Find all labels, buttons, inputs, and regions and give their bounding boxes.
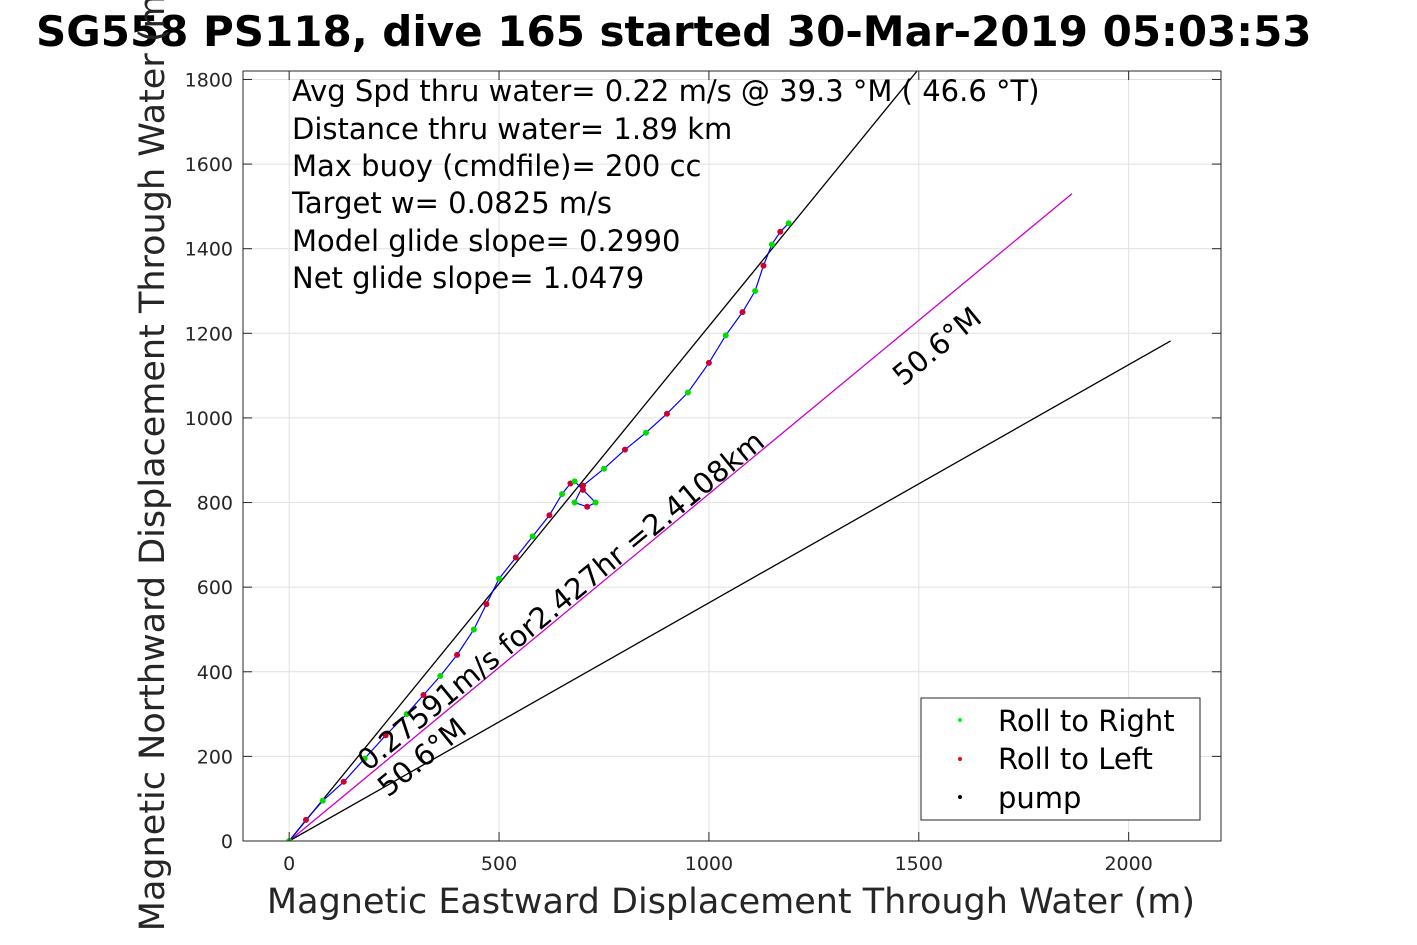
y-tick-label: 1600 (185, 154, 233, 176)
target-line (288, 193, 1073, 841)
track-point (571, 499, 578, 506)
track-point (739, 309, 746, 316)
x-axis-label: Magnetic Eastward Displacement Through W… (267, 882, 1195, 922)
legend-marker-roll-right (958, 718, 962, 722)
track-point (529, 533, 536, 540)
track-point (470, 626, 477, 633)
track-point (420, 692, 427, 699)
legend-label-roll-right: Roll to Right (998, 704, 1175, 738)
annotation-line: Max buoy (cmdfile)= 200 cc (292, 149, 701, 183)
track-point (496, 575, 503, 582)
track-point (642, 429, 649, 436)
y-tick-label: 1000 (185, 408, 233, 430)
y-tick-label: 600 (197, 577, 233, 599)
track-point (579, 482, 586, 489)
y-tick-label: 1200 (185, 323, 233, 345)
heading-line (288, 340, 1171, 841)
x-tick-label: 500 (481, 853, 517, 875)
annotation-line: Avg Spd thru water= 0.22 m/s @ 39.3 °M (… (292, 74, 1040, 108)
track-point (546, 512, 553, 519)
track-point (592, 499, 599, 506)
track-point (382, 732, 389, 739)
track-point (559, 491, 566, 498)
y-tick-label: 400 (197, 662, 233, 684)
x-tick-label: 0 (283, 853, 295, 875)
x-tick-label: 1000 (685, 853, 733, 875)
track-point (512, 554, 519, 561)
track-point (777, 228, 784, 235)
y-axis-label: Magnetic Northward Displacement Through … (133, 0, 173, 931)
track-point (584, 503, 591, 510)
track-point (705, 359, 712, 366)
legend-label-pump: pump (998, 781, 1081, 815)
track-point (722, 332, 729, 339)
track-point (403, 711, 410, 718)
y-tick-label: 1800 (185, 69, 233, 91)
y-tick-label: 1400 (185, 239, 233, 261)
track-point (454, 651, 461, 658)
annotation-line: Distance thru water= 1.89 km (292, 112, 732, 146)
x-axis-ticks: 0 500 1000 1500 2000 (283, 71, 1153, 875)
y-tick-label: 0 (221, 831, 233, 853)
track-point (361, 755, 368, 762)
x-tick-label: 2000 (1104, 853, 1152, 875)
annotation-line: Target w= 0.0825 m/s (291, 186, 612, 220)
annotation-line: Model glide slope= 0.2990 (292, 224, 680, 258)
y-axis-ticks: 0 200 400 600 800 1000 1200 1400 1600 1800 (185, 69, 1221, 853)
annotation-line: Net glide slope= 1.0479 (292, 261, 644, 295)
track-point (785, 220, 792, 227)
x-tick-label: 1500 (895, 853, 943, 875)
track-point (663, 410, 670, 417)
track-point (437, 673, 444, 679)
chart-title: SG558 PS118, dive 165 started 30-Mar-201… (36, 7, 1312, 56)
track-layer (286, 220, 792, 841)
track-point (760, 262, 767, 269)
grid-lines (243, 71, 1221, 842)
track-point (600, 465, 607, 472)
reference-lines (288, 71, 1171, 841)
y-tick-label: 800 (197, 493, 233, 515)
legend-label-roll-left: Roll to Left (998, 742, 1153, 776)
track-point (319, 797, 326, 804)
plot-frame (242, 70, 1222, 842)
legend: Roll to Right Roll to Left pump (920, 697, 1201, 821)
legend-box (920, 697, 1201, 821)
track-point (621, 446, 628, 453)
legend-marker-pump (958, 795, 962, 799)
stats-annotations: Avg Spd thru water= 0.22 m/s @ 39.3 °M (… (291, 74, 1040, 295)
avg-heading-line (288, 71, 918, 841)
track-point (752, 288, 759, 294)
track-point (768, 241, 775, 248)
legend-marker-roll-left (958, 757, 962, 761)
track-point (340, 778, 347, 785)
y-tick-label: 200 (197, 746, 233, 768)
track-point (684, 389, 691, 396)
track-point (302, 816, 309, 823)
track-point (483, 601, 490, 608)
track-point (579, 486, 586, 493)
track-point (571, 478, 578, 485)
